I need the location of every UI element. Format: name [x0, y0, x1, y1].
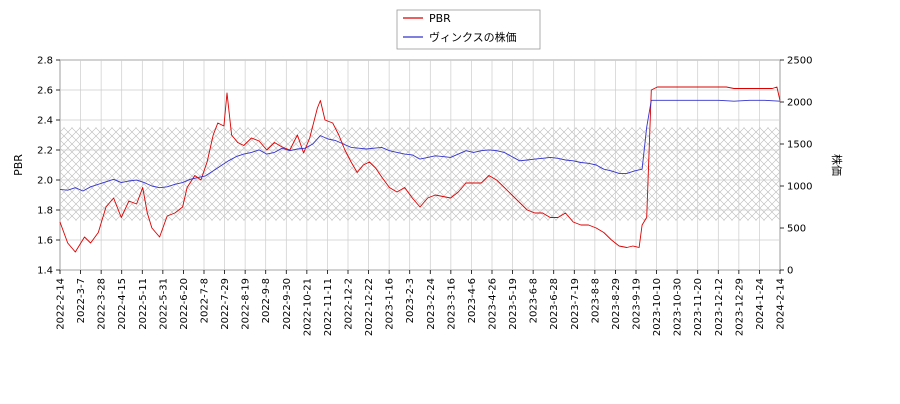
- x-tick-label-33: 2023-12-29: [734, 278, 745, 336]
- y-left-tick-label-1: 1.6: [37, 236, 53, 247]
- y-left-tick-label-4: 2.2: [37, 146, 53, 157]
- series-line-0: [59, 86, 781, 253]
- x-tick-label-10: 2022-9-8: [261, 278, 272, 323]
- y-right-label: 株価: [830, 154, 844, 176]
- y-left-tick-label-6: 2.6: [37, 86, 53, 97]
- x-tick-label-11: 2022-9-30: [282, 278, 293, 330]
- x-tick-label-2: 2022-3-28: [97, 278, 108, 330]
- x-tick-label-22: 2023-5-19: [508, 278, 519, 330]
- x-tick-label-27: 2023-8-29: [611, 278, 622, 330]
- x-tick-label-25: 2023-7-19: [570, 278, 581, 330]
- x-tick-label-7: 2022-7-8: [200, 278, 211, 323]
- x-tick-label-28: 2023-9-19: [632, 278, 643, 330]
- y-left-label: PBR: [12, 154, 25, 176]
- legend: PBR ヴィンクスの株価: [396, 9, 541, 50]
- x-tick-label-26: 2023-8-8: [590, 278, 601, 323]
- x-tick-label-6: 2022-6-20: [179, 278, 190, 330]
- series-layer: [59, 86, 781, 253]
- y-right-tick-label-2: 1000: [787, 182, 812, 193]
- y-left-tick-label-7: 2.8: [37, 56, 53, 67]
- y-left-tick-label-0: 1.4: [37, 266, 53, 277]
- x-tick-label-29: 2023-10-10: [652, 278, 663, 336]
- x-tick-label-5: 2022-5-31: [158, 278, 169, 330]
- x-tick-label-32: 2023-12-12: [714, 278, 725, 336]
- series-line-1: [59, 99, 781, 192]
- x-tick-label-35: 2024-2-14: [776, 278, 787, 330]
- x-tick-label-23: 2023-6-8: [529, 278, 540, 323]
- x-tick-label-30: 2023-10-30: [673, 278, 684, 336]
- x-tick-label-14: 2022-12-2: [344, 278, 355, 330]
- x-tick-label-17: 2023-2-3: [405, 278, 416, 323]
- x-tick-label-13: 2022-11-11: [323, 278, 334, 336]
- hatch-band: [60, 127, 780, 221]
- x-tick-label-21: 2023-4-26: [488, 278, 499, 330]
- x-tick-label-3: 2022-4-15: [117, 278, 128, 330]
- x-tick-label-15: 2022-12-22: [364, 278, 375, 336]
- y-right-ticks: 0 500 1000 1500 2000 2500: [780, 56, 812, 277]
- x-tick-label-24: 2023-6-28: [549, 278, 560, 330]
- x-ticks: 2022-2-14 2022-3-7 2022-3-28 2022-4-15 2022-…: [56, 270, 787, 336]
- x-tick-label-9: 2022-8-19: [241, 278, 252, 330]
- legend-box: [396, 9, 541, 50]
- x-tick-label-8: 2022-7-29: [220, 278, 231, 330]
- y-right-tick-label-4: 2000: [787, 98, 812, 109]
- x-tick-label-19: 2023-3-16: [446, 278, 457, 330]
- x-tick-label-1: 2022-3-7: [76, 278, 87, 323]
- x-tick-label-20: 2023-4-6: [467, 278, 478, 323]
- legend-label-pbr: PBR: [429, 12, 451, 25]
- x-tick-label-4: 2022-5-11: [138, 278, 149, 330]
- y-left-tick-label-5: 2.4: [37, 116, 53, 127]
- y-right-tick-label-5: 2500: [787, 56, 812, 67]
- y-left-ticks: 1.4 1.6 1.8 2.0 2.2 2.4 2.6 2.8: [37, 56, 60, 277]
- grid: [59, 59, 781, 271]
- x-tick-label-12: 2022-10-21: [302, 278, 313, 336]
- y-left-tick-label-2: 1.8: [37, 206, 53, 217]
- x-tick-label-16: 2023-1-16: [385, 278, 396, 330]
- y-right-tick-label-3: 1500: [787, 140, 812, 151]
- y-left-tick-label-3: 2.0: [37, 176, 53, 187]
- y-right-tick-label-1: 500: [787, 224, 806, 235]
- legend-label-price: ヴィンクスの株価: [429, 30, 517, 44]
- x-tick-label-18: 2023-2-24: [426, 278, 437, 330]
- x-tick-label-34: 2024-1-24: [755, 278, 766, 330]
- x-tick-label-31: 2023-11-20: [693, 278, 704, 336]
- x-tick-label-0: 2022-2-14: [56, 278, 67, 330]
- y-right-tick-label-0: 0: [787, 266, 793, 277]
